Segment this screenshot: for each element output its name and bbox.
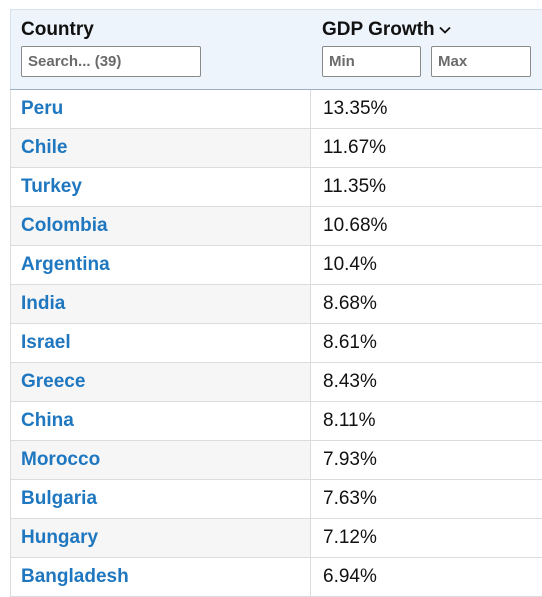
gdp-value: 11.67% (323, 137, 387, 158)
gdp-cell: 6.94% (311, 558, 542, 596)
gdp-value: 10.68% (323, 215, 388, 236)
country-cell: Israel (11, 324, 311, 362)
gdp-cell: 11.35% (311, 168, 542, 206)
gdp-cell: 7.93% (311, 441, 542, 479)
country-link[interactable]: Peru (21, 98, 64, 119)
gdp-value: 11.35% (323, 176, 387, 197)
table-row: Bulgaria 7.63% (10, 480, 542, 519)
table-row: Argentina 10.4% (10, 246, 542, 285)
country-link[interactable]: Colombia (21, 215, 108, 236)
table-row: Greece 8.43% (10, 363, 542, 402)
country-link[interactable]: Argentina (21, 254, 110, 275)
gdp-cell: 10.68% (311, 207, 542, 245)
country-link[interactable]: Hungary (21, 527, 99, 548)
country-cell: Bulgaria (11, 480, 311, 518)
gdp-value: 8.68% (323, 293, 377, 314)
country-link[interactable]: China (21, 410, 74, 431)
country-link[interactable]: Turkey (21, 176, 82, 197)
country-cell: China (11, 402, 311, 440)
country-cell: Peru (11, 90, 311, 128)
country-cell: Turkey (11, 168, 311, 206)
gdp-value: 7.93% (323, 449, 377, 470)
country-link[interactable]: Greece (21, 371, 86, 392)
gdp-column-title-wrap[interactable]: GDP Growth (322, 19, 452, 41)
table-row: Morocco 7.93% (10, 441, 542, 480)
chevron-down-icon[interactable] (438, 23, 452, 37)
country-link[interactable]: Chile (21, 137, 68, 158)
gdp-cell: 8.61% (311, 324, 542, 362)
gdp-value: 8.11% (323, 410, 376, 431)
country-link[interactable]: Israel (21, 332, 71, 353)
gdp-value: 7.63% (323, 488, 377, 509)
table-row: Israel 8.61% (10, 324, 542, 363)
table-row: Colombia 10.68% (10, 207, 542, 246)
country-search-input[interactable] (21, 46, 201, 77)
country-link[interactable]: Morocco (21, 449, 101, 470)
gdp-min-input[interactable] (322, 46, 421, 77)
gdp-cell: 11.67% (311, 129, 542, 167)
country-cell: Argentina (11, 246, 311, 284)
gdp-cell: 8.68% (311, 285, 542, 323)
table-row: Bangladesh 6.94% (10, 558, 542, 597)
table-row: Turkey 11.35% (10, 168, 542, 207)
country-cell: Chile (11, 129, 311, 167)
gdp-value: 10.4% (323, 254, 377, 275)
gdp-cell: 10.4% (311, 246, 542, 284)
gdp-cell: 7.63% (311, 480, 542, 518)
gdp-column-title[interactable]: GDP Growth (322, 19, 435, 40)
country-column-title[interactable]: Country (21, 19, 94, 40)
gdp-max-input[interactable] (431, 46, 531, 77)
table-row: Peru 13.35% (10, 90, 542, 129)
gdp-value: 6.94% (323, 566, 377, 587)
country-link[interactable]: India (21, 293, 66, 314)
gdp-cell: 8.43% (311, 363, 542, 401)
table-row: India 8.68% (10, 285, 542, 324)
data-table: Country GDP Growth Peru 13.35% Chile 11.67%… (10, 9, 542, 597)
gdp-value: 8.61% (323, 332, 377, 353)
country-cell: India (11, 285, 311, 323)
table-row: China 8.11% (10, 402, 542, 441)
gdp-value: 13.35% (323, 98, 388, 119)
country-cell: Greece (11, 363, 311, 401)
country-cell: Colombia (11, 207, 311, 245)
country-link[interactable]: Bangladesh (21, 566, 129, 587)
country-cell: Bangladesh (11, 558, 311, 596)
gdp-value: 7.12% (323, 527, 377, 548)
table-body: Peru 13.35% Chile 11.67% Turkey 11.35% Colombi… (10, 89, 542, 597)
country-cell: Morocco (11, 441, 311, 479)
country-link[interactable]: Bulgaria (21, 488, 98, 509)
gdp-cell: 8.11% (311, 402, 542, 440)
gdp-cell: 7.12% (311, 519, 542, 557)
gdp-value: 8.43% (323, 371, 377, 392)
table-header: Country GDP Growth (10, 9, 542, 89)
gdp-cell: 13.35% (311, 90, 542, 128)
country-cell: Hungary (11, 519, 311, 557)
table-row: Hungary 7.12% (10, 519, 542, 558)
table-row: Chile 11.67% (10, 129, 542, 168)
